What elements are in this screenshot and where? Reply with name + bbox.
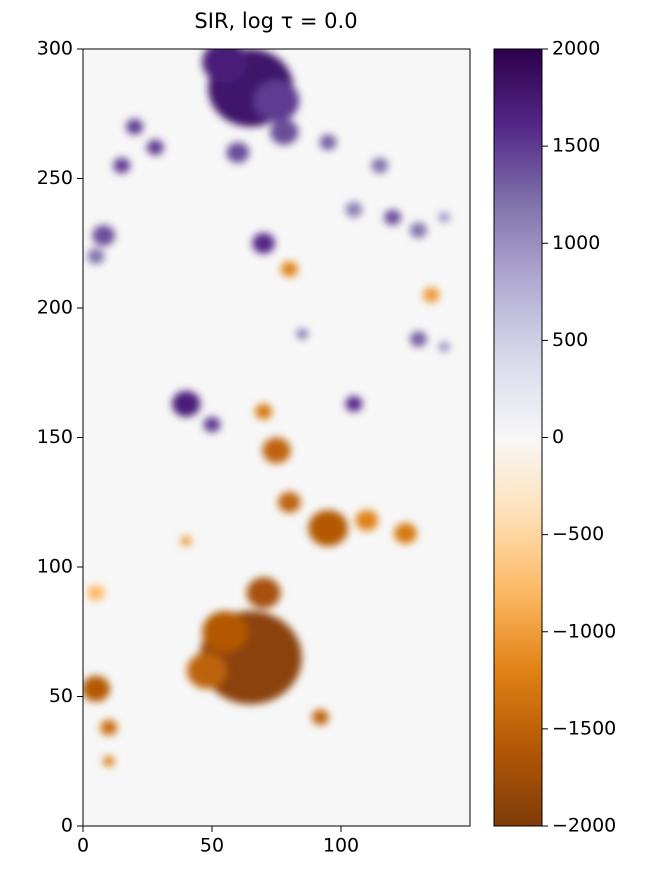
colorbar [493, 48, 543, 827]
field-patch [438, 212, 450, 223]
field-patch [255, 403, 273, 420]
colorbar-tick-label: 0 [552, 426, 564, 448]
field-patch [172, 390, 201, 417]
y-tick-label: 300 [37, 38, 73, 60]
colorbar-tick-label: −500 [552, 523, 604, 545]
colorbar-tick-label: −2000 [552, 815, 616, 837]
colorbar-tick-label: 1500 [552, 135, 600, 157]
field-patch [113, 157, 131, 174]
field-patch [308, 510, 348, 547]
colorbar-tick-label: −1500 [552, 717, 616, 739]
field-patch [409, 222, 427, 239]
field-patch [186, 652, 227, 689]
plot-background [83, 49, 470, 826]
colorbar-tick-label: 500 [552, 329, 588, 351]
y-tick-label: 50 [49, 685, 73, 707]
y-tick-label: 250 [37, 167, 73, 189]
field-patch [371, 157, 389, 174]
field-patch [146, 139, 164, 156]
x-tick-label: 100 [323, 835, 359, 857]
y-tick-label: 150 [37, 426, 73, 448]
field-patch [409, 331, 427, 347]
x-tick-label: 50 [200, 835, 224, 857]
field-patch [270, 118, 299, 145]
field-patch [92, 225, 115, 246]
field-patch [100, 719, 118, 736]
field-patch [345, 201, 363, 218]
field-patch [355, 510, 379, 531]
field-patch [296, 328, 308, 340]
field-patch [252, 232, 275, 254]
colorbar-tick-label: 1000 [552, 232, 600, 254]
field-patch [394, 522, 417, 544]
field-patch [262, 437, 291, 464]
field-patch [311, 709, 329, 725]
y-tick-label: 100 [37, 556, 73, 578]
colorbar-tick-label: 2000 [552, 38, 600, 60]
field-patch [226, 142, 250, 163]
field-patch [203, 416, 221, 433]
field-patch [126, 118, 144, 135]
colorbar-tick-label: −1000 [552, 620, 616, 642]
field-patch [253, 80, 300, 122]
field-patch [83, 675, 111, 702]
field-patch [246, 577, 281, 609]
field-patch [280, 261, 298, 277]
field-patch [180, 535, 192, 547]
field-patch [384, 209, 402, 226]
y-tick-label: 0 [61, 815, 73, 837]
chart-title: SIR, log τ = 0.0 [194, 9, 357, 33]
field-patch [422, 287, 440, 303]
field-patch [345, 396, 363, 412]
heatmap-field [83, 49, 450, 767]
x-tick-label: 0 [77, 835, 89, 857]
field-patch [202, 49, 248, 83]
field-patch [87, 585, 105, 601]
field-patch [438, 341, 450, 353]
field-patch [87, 248, 105, 264]
field-patch [202, 611, 248, 653]
y-tick-label: 200 [37, 297, 73, 319]
field-patch [278, 491, 301, 513]
field-patch [103, 756, 115, 767]
field-patch [319, 134, 337, 151]
